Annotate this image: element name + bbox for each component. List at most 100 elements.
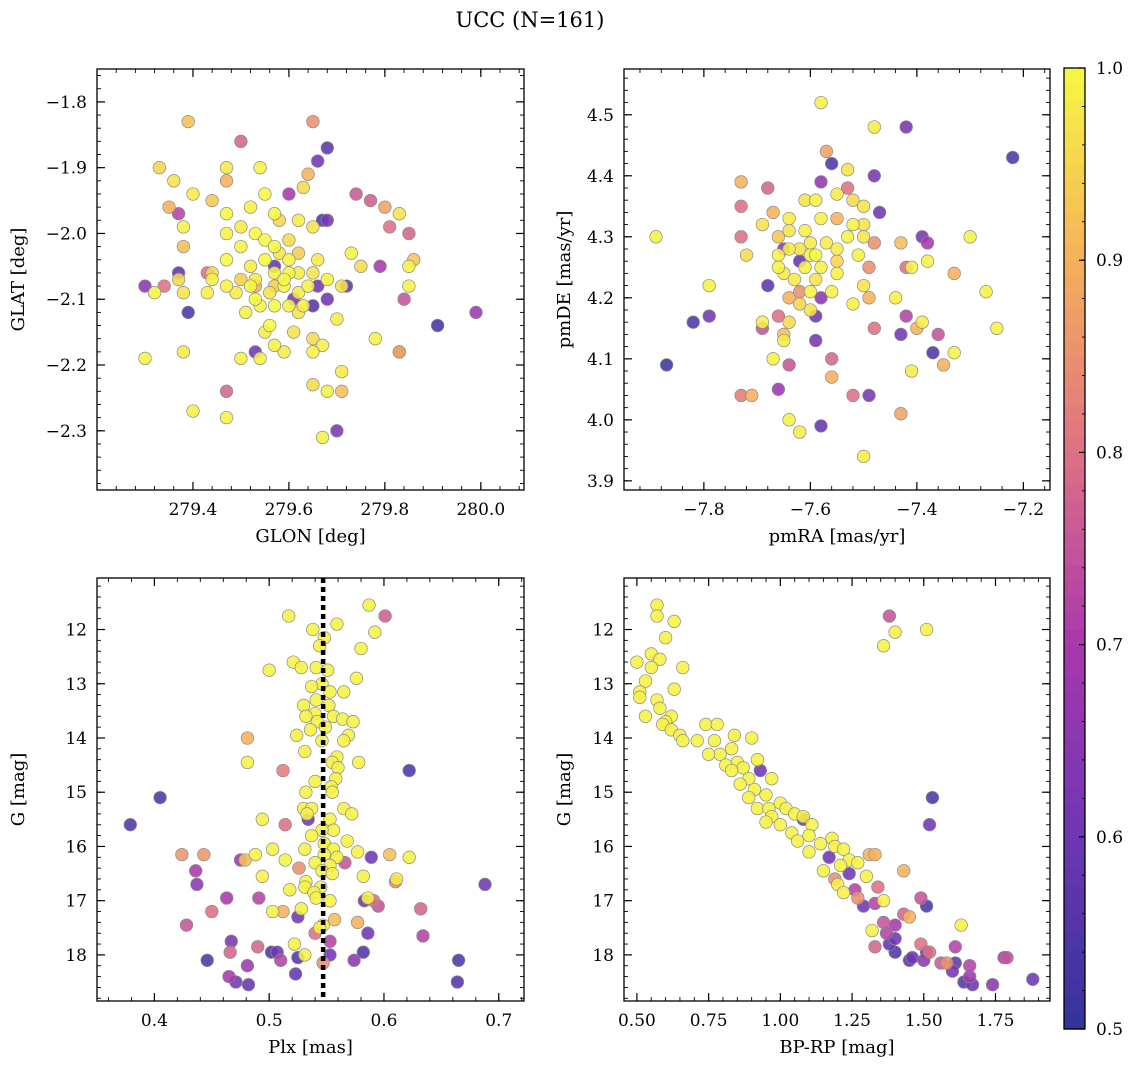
data-point (186, 187, 200, 201)
data-point (219, 174, 234, 188)
data-point (282, 233, 296, 247)
data-point (323, 685, 337, 699)
data-point (931, 327, 945, 342)
points-pm (649, 95, 1020, 464)
colorbar-segment (1064, 244, 1085, 261)
data-point (267, 338, 282, 352)
panel-plx-g: 0.4 0.5 0.6 0.7 12 13 14 15 16 17 18 Plx [mas] G [ma… (8, 577, 525, 1058)
points-glon-glat (138, 114, 483, 445)
data-point (278, 853, 292, 867)
colorbar-segment (1064, 420, 1085, 437)
colorbar-segment (1064, 292, 1085, 309)
data-point (340, 834, 354, 848)
data-point (667, 682, 681, 696)
data-point (299, 785, 313, 799)
data-point (727, 728, 742, 742)
data-point (450, 975, 465, 989)
colorbar-segment (1064, 852, 1085, 870)
data-point (291, 213, 306, 227)
y-tick-label: −1.9 (46, 159, 87, 179)
data-point (368, 625, 382, 639)
data-point (240, 731, 255, 745)
data-point (294, 902, 308, 916)
data-point (803, 303, 818, 317)
data-point (258, 187, 272, 201)
data-point (809, 272, 823, 287)
data-point (803, 285, 818, 299)
y-tick-label: 14 (592, 729, 614, 749)
data-point (240, 959, 255, 973)
data-point (936, 358, 951, 372)
colorbar-segment (1064, 148, 1085, 165)
data-point (306, 345, 320, 359)
data-point (755, 217, 770, 232)
data-point (253, 351, 267, 366)
colorbar-tick-label: 0.9 (1096, 251, 1123, 271)
data-point (638, 709, 653, 723)
data-point (219, 384, 234, 398)
data-point (710, 717, 724, 732)
colorbar-segment (1064, 308, 1085, 325)
colorbar-segment (1064, 820, 1085, 838)
data-point (282, 253, 296, 267)
data-point (830, 266, 844, 281)
points-plx-g (123, 598, 492, 992)
data-point (171, 272, 186, 287)
data-point (650, 609, 664, 623)
colorbar-segment (1064, 596, 1085, 614)
x-tick-label: 1.00 (761, 1011, 799, 1031)
y-tick-label: 18 (592, 946, 614, 966)
data-point (825, 156, 839, 171)
data-point (167, 174, 181, 188)
axes-frame (623, 68, 1051, 491)
data-point (766, 352, 780, 366)
data-point (846, 297, 860, 311)
colorbar-segment (1064, 340, 1085, 357)
data-point (830, 242, 844, 256)
colorbar-segment (1064, 564, 1085, 582)
data-point (954, 918, 968, 932)
data-point (782, 315, 796, 329)
data-point (1006, 150, 1020, 165)
colorbar-segment (1064, 100, 1085, 117)
data-point (258, 253, 272, 267)
data-point (157, 279, 171, 293)
data-point (862, 260, 876, 274)
data-point (300, 807, 314, 821)
data-point (309, 891, 323, 905)
data-point (814, 419, 828, 433)
data-point (363, 193, 378, 208)
data-point (856, 449, 871, 464)
data-point (315, 338, 330, 352)
data-point (290, 728, 304, 742)
data-point (766, 205, 780, 220)
colorbar-segment (1064, 196, 1085, 213)
y-tick-label: 3.9 (587, 472, 614, 492)
data-point (904, 364, 919, 378)
data-point (335, 384, 349, 398)
data-point (430, 318, 445, 333)
data-point (330, 617, 344, 631)
data-point (915, 315, 929, 329)
data-point (392, 345, 406, 359)
data-point (856, 278, 871, 293)
data-point (258, 233, 272, 247)
data-point (699, 717, 713, 732)
data-point (830, 211, 844, 226)
data-point (190, 877, 204, 892)
data-point (840, 163, 855, 177)
colorbar-segment (1064, 388, 1085, 405)
colorbar-segment (1064, 1012, 1085, 1030)
colorbar-segment (1064, 900, 1085, 918)
data-point (771, 382, 786, 396)
data-point (1000, 950, 1014, 965)
data-point (856, 199, 871, 213)
data-point (856, 230, 871, 244)
data-point (335, 279, 349, 293)
y-tick-label: −2.1 (46, 290, 87, 310)
data-point (851, 856, 865, 870)
data-point (296, 180, 310, 195)
data-point (276, 763, 290, 778)
data-point (291, 286, 306, 300)
